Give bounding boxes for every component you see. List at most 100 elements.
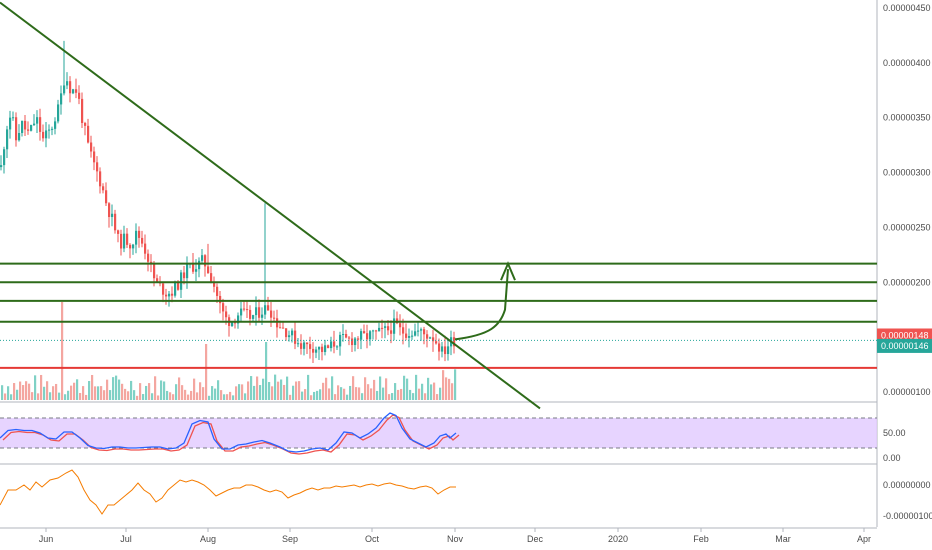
- volume-bar: [112, 377, 115, 400]
- candle-body: [57, 104, 60, 122]
- volume-bar: [28, 383, 31, 400]
- volume-bar: [412, 393, 415, 400]
- volume-bar: [418, 388, 421, 400]
- volume-bar: [58, 392, 61, 400]
- volume-bar: [280, 379, 283, 400]
- candle-body: [105, 190, 108, 204]
- candle-body: [45, 130, 48, 139]
- candle-body: [198, 260, 201, 270]
- candle-body: [216, 286, 219, 296]
- volume-bar: [121, 383, 124, 400]
- candle-body: [249, 309, 252, 319]
- candle-body: [423, 329, 426, 335]
- candle-body: [258, 307, 261, 318]
- volume-bar: [163, 381, 166, 400]
- candle-body: [279, 327, 282, 329]
- candle-body: [288, 335, 291, 338]
- volume-bar: [154, 376, 157, 400]
- volume-bar: [184, 389, 187, 400]
- candle-body: [60, 93, 63, 105]
- volume-bar: [349, 385, 352, 400]
- candle-body: [336, 346, 339, 348]
- candle-body: [240, 308, 243, 316]
- candle-body: [33, 123, 36, 126]
- candle-body: [327, 345, 330, 349]
- volume-bar: [64, 394, 67, 400]
- volume-bar: [364, 377, 367, 400]
- volume-bar: [82, 386, 85, 400]
- candle-body: [375, 330, 378, 332]
- candle-body: [168, 293, 171, 297]
- candle-body: [321, 346, 324, 353]
- rsi-pane[interactable]: 50.00 0.00: [0, 412, 906, 463]
- candle-body: [237, 315, 240, 324]
- volume-bar: [151, 393, 154, 400]
- volume-bar: [169, 392, 172, 400]
- candle-body: [405, 333, 408, 338]
- candle-body: [141, 237, 144, 244]
- candle-body: [120, 233, 123, 249]
- volume-bar: [421, 383, 424, 400]
- volume-bar: [397, 389, 400, 400]
- candle-body: [48, 129, 51, 131]
- candle-body: [429, 337, 432, 339]
- volume-bar: [109, 390, 112, 400]
- volume-bar: [250, 376, 253, 400]
- volume-bar: [325, 377, 328, 400]
- volume-bar: [73, 382, 76, 400]
- volume-bar: [145, 385, 148, 400]
- volume-bar: [37, 393, 40, 400]
- time-axis[interactable]: Jun Jul Aug Sep Oct Nov Dec 2020 Feb Mar Apr: [39, 528, 871, 544]
- volume-bar: [400, 388, 403, 400]
- volume-bar: [316, 390, 319, 400]
- candle-body: [231, 321, 234, 326]
- candle-body: [42, 131, 45, 139]
- volume-bar: [211, 386, 214, 400]
- candle-body: [195, 269, 198, 272]
- volume-bar: [319, 389, 322, 400]
- time-tick-label: Aug: [200, 534, 216, 544]
- trendline[interactable]: [0, 1, 541, 410]
- volume-bar: [454, 369, 457, 400]
- volume-bar: [253, 385, 256, 400]
- volume-bar: [283, 384, 286, 400]
- candle-body: [393, 318, 396, 334]
- candle-body: [426, 334, 429, 339]
- volume-bar: [67, 390, 70, 400]
- main-pane[interactable]: [0, 1, 877, 410]
- volume-bar: [172, 394, 175, 400]
- candle-body: [87, 125, 90, 143]
- volume-bar: [187, 394, 190, 400]
- volume-bar: [19, 381, 22, 400]
- volume-bar: [196, 392, 199, 400]
- candle-body: [333, 341, 336, 347]
- candle-body: [444, 346, 447, 355]
- price-axis[interactable]: 0.00000450 0.00000400 0.00000350 0.00000300…: [877, 3, 932, 397]
- candle-body: [273, 317, 276, 319]
- candle-body: [276, 318, 279, 328]
- candle-body: [21, 120, 24, 133]
- volume-bar: [307, 374, 310, 400]
- projection-arrow[interactable]: [454, 269, 509, 341]
- volume-bar: [25, 381, 28, 400]
- volume-bar: [448, 378, 451, 400]
- time-tick-label: Sep: [282, 534, 298, 544]
- volume-bar: [7, 386, 10, 400]
- candle-body: [306, 342, 309, 345]
- price-tick-label: 0.00000200: [883, 277, 931, 287]
- volume-bar: [118, 379, 121, 400]
- time-tick-label: Mar: [775, 534, 791, 544]
- volume-bar: [85, 394, 88, 400]
- candle-body: [39, 117, 42, 132]
- candle-body: [78, 92, 81, 99]
- volume-bar: [238, 384, 241, 400]
- candle-body: [15, 117, 18, 141]
- volume-bar: [259, 385, 262, 400]
- candle-body: [150, 261, 153, 264]
- candle-body: [117, 230, 120, 234]
- volume-bar: [373, 379, 376, 400]
- candle-body: [360, 331, 363, 340]
- macd-pane[interactable]: 0.00000000 -0.00000100: [0, 469, 932, 521]
- candle-body: [372, 330, 375, 332]
